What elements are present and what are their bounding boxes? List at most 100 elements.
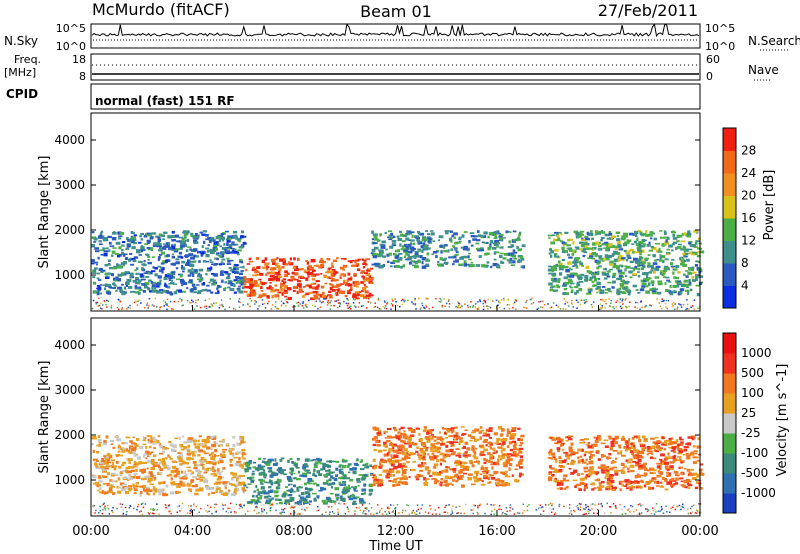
- data-cell: [236, 460, 241, 463]
- data-cell: [632, 451, 636, 454]
- data-cell: [235, 479, 239, 482]
- data-cell: [495, 251, 500, 254]
- data-cell: [624, 265, 628, 268]
- data-cell: [128, 461, 131, 464]
- noise-cell: [399, 305, 401, 308]
- data-cell: [518, 450, 523, 454]
- noise-cell: [503, 307, 506, 310]
- noise-cell: [622, 298, 624, 300]
- data-cell: [696, 459, 700, 462]
- data-cell: [156, 290, 161, 294]
- data-cell: [589, 253, 594, 257]
- data-cell: [235, 282, 239, 284]
- colorbar-tick-label: 4: [741, 279, 749, 293]
- data-cell: [480, 483, 486, 486]
- noise-cell: [149, 511, 152, 514]
- data-cell: [644, 484, 647, 488]
- data-cell: [642, 261, 647, 264]
- data-cell: [570, 289, 574, 293]
- data-cell: [554, 277, 557, 281]
- data-cell: [693, 450, 698, 452]
- noise-cell: [347, 299, 349, 301]
- data-cell: [634, 475, 638, 479]
- data-cell: [579, 260, 582, 264]
- data-cell: [189, 253, 194, 256]
- data-cell: [222, 467, 226, 470]
- data-cell: [412, 248, 417, 250]
- data-cell: [339, 266, 344, 270]
- noise-cell: [566, 301, 569, 304]
- noise-cell: [396, 304, 399, 307]
- data-cell: [433, 439, 437, 442]
- data-cell: [315, 273, 320, 276]
- data-cell: [321, 295, 326, 298]
- data-cell: [397, 437, 400, 440]
- data-cell: [333, 279, 338, 282]
- data-cell: [185, 254, 190, 258]
- data-cell: [250, 292, 255, 296]
- data-cell: [302, 286, 306, 288]
- noise-cell: [541, 306, 544, 309]
- data-cell: [681, 472, 684, 476]
- data-cell: [265, 501, 270, 505]
- data-cell: [329, 460, 332, 463]
- data-cell: [485, 466, 488, 471]
- data-cell: [418, 432, 421, 436]
- data-cell: [676, 284, 680, 288]
- data-cell: [463, 260, 467, 264]
- data-cell: [574, 291, 577, 295]
- noise-cell: [563, 298, 565, 300]
- data-cell: [666, 248, 670, 251]
- data-cell: [127, 465, 131, 468]
- data-cell: [668, 281, 672, 283]
- data-cell: [555, 480, 559, 484]
- data-cell: [668, 447, 673, 449]
- data-cell: [648, 452, 653, 455]
- data-cell: [93, 241, 97, 243]
- noise-cell: [403, 299, 405, 301]
- data-cell: [498, 446, 503, 449]
- data-cell: [388, 238, 393, 241]
- data-cell: [121, 449, 126, 453]
- data-cell: [265, 499, 269, 503]
- data-cell: [289, 471, 294, 474]
- data-cell: [167, 235, 172, 239]
- data-cell: [403, 442, 409, 445]
- data-cell: [386, 435, 392, 437]
- data-cell: [396, 465, 402, 469]
- data-cell: [128, 239, 133, 243]
- data-cell: [91, 244, 95, 248]
- data-cell: [640, 267, 645, 270]
- data-cell: [551, 289, 554, 291]
- data-cell: [470, 264, 475, 268]
- data-cell: [638, 264, 643, 267]
- noise-cell: [673, 302, 675, 304]
- noise-cell: [448, 299, 450, 301]
- data-cell: [457, 459, 461, 462]
- data-cell: [670, 265, 676, 268]
- noise-cell: [424, 511, 427, 513]
- data-cell: [294, 465, 298, 468]
- data-cell: [476, 460, 480, 463]
- data-cell: [654, 436, 659, 439]
- data-cell: [396, 254, 400, 257]
- data-cell: [695, 278, 698, 281]
- noise-cell: [136, 304, 139, 306]
- data-cell: [414, 236, 418, 239]
- noise-cell: [656, 298, 658, 300]
- data-cell: [680, 441, 684, 445]
- data-cell: [638, 455, 642, 457]
- data-cell: [691, 279, 696, 282]
- data-cell: [687, 436, 693, 439]
- data-cell: [290, 275, 295, 279]
- noise-cell: [118, 308, 120, 311]
- data-cell: [597, 243, 600, 246]
- data-cell: [633, 449, 638, 453]
- data-cell: [234, 243, 239, 246]
- data-cell: [91, 262, 95, 265]
- data-cell: [330, 273, 336, 277]
- data-cell: [498, 235, 503, 238]
- data-cell: [232, 448, 235, 451]
- data-cell: [246, 469, 249, 473]
